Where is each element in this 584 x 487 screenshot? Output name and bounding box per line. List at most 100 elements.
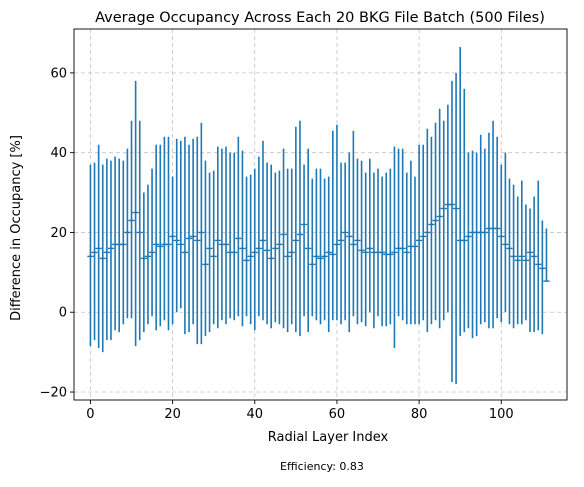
errorbar-point (354, 158, 361, 325)
errorbar-point (173, 138, 180, 313)
errorbar-point (432, 122, 439, 321)
efficiency-footnote: Efficiency: 0.83 (280, 460, 364, 473)
errorbar-point (148, 168, 156, 317)
tick-layer: 0 20 40 60 80 100 −20 0 20 40 60 (40, 66, 514, 422)
errorbar-point (214, 146, 221, 329)
errorbar-point (374, 168, 382, 317)
x-tick-label: 20 (164, 407, 181, 422)
errorbar-point (485, 132, 493, 329)
y-tick-label: 20 (50, 226, 67, 241)
errorbar-point (99, 164, 106, 353)
errorbar-point (202, 160, 209, 337)
errorbar-point (116, 158, 123, 333)
errorbar-point (317, 168, 324, 325)
errorbar-point (333, 124, 341, 321)
errorbar-point (379, 176, 386, 327)
errorbar-point (263, 162, 271, 325)
errorbar-point (165, 136, 172, 331)
errorbar-point (407, 160, 414, 325)
errorbar-point (243, 176, 250, 317)
errorbar-point (452, 72, 460, 385)
errorbar-point (473, 152, 480, 337)
errorbar-point (132, 80, 139, 347)
errorbar-point (292, 126, 299, 333)
errorbar-point (440, 120, 447, 321)
errorbar-point (218, 148, 225, 321)
errorbar-point (387, 168, 394, 325)
errorbar-point (272, 172, 279, 323)
errorbar-point (268, 164, 275, 329)
errorbar-point (247, 174, 254, 325)
errorbar-point (411, 176, 419, 325)
errorbar-point (259, 140, 267, 321)
errorbar-point (526, 208, 534, 333)
errorbar-point (111, 156, 119, 331)
errorbar-point (124, 148, 131, 319)
y-tick-label: 0 (59, 306, 67, 321)
errorbar-point (337, 162, 345, 325)
errorbar-point (177, 140, 184, 309)
errorbar-point (428, 136, 435, 325)
errorbar-point (539, 220, 546, 335)
errorbar-point (107, 160, 115, 341)
errorbar-point (489, 120, 497, 329)
errorbar-point (91, 162, 98, 341)
errorbar-point (383, 172, 390, 327)
errorbar-point (313, 168, 320, 321)
errorbar-point (416, 144, 423, 325)
errorbar-point (502, 152, 509, 313)
errorbar-point (346, 152, 353, 333)
errorbar-point (153, 144, 160, 331)
errorbar-point (120, 160, 127, 325)
errorbar-point (140, 192, 147, 333)
errorbar-point (370, 172, 378, 329)
errorbar-point (95, 144, 102, 349)
errorbar-point (362, 172, 369, 327)
errorbar-point (198, 122, 205, 345)
errorbar-point (280, 148, 287, 329)
errorbar-point (288, 168, 295, 325)
errorbar-point (144, 184, 152, 325)
errorbar-point (128, 120, 135, 319)
errorbar-point (498, 164, 505, 323)
errorbar-point (181, 136, 189, 335)
errorbar-point (305, 148, 312, 333)
errorbar-point (469, 150, 476, 339)
x-tick-label: 60 (329, 407, 346, 422)
y-tick-label: 40 (50, 146, 67, 161)
errorbar-point (161, 136, 168, 321)
errorbar-point (424, 128, 431, 333)
errorbar-point (514, 196, 521, 325)
errorbar-point (296, 120, 304, 337)
errorbar-point (231, 152, 238, 321)
errorbar-point (510, 184, 517, 329)
errorbar-point (194, 136, 201, 345)
x-tick-label: 40 (246, 407, 263, 422)
errorbar-point (255, 156, 262, 317)
errorbar-point (358, 160, 365, 323)
errorbar-point (251, 168, 258, 331)
y-axis-label: Difference in Occupancy [%] (9, 135, 24, 321)
errorbar-point (403, 172, 410, 325)
errorbar-point (210, 170, 217, 325)
errorbar-point (206, 172, 213, 333)
errorbar-point (300, 164, 308, 317)
y-tick-label: −20 (40, 386, 67, 401)
errorbar-point (481, 148, 488, 323)
errorbar-point (531, 196, 538, 333)
errorbar-point (309, 178, 316, 317)
errorbar-point (103, 158, 110, 341)
errorbar-point (235, 136, 242, 317)
errorbar-point (436, 108, 443, 329)
errorbar-point (284, 168, 291, 333)
errorbar-point (227, 152, 234, 319)
errorbar-point (87, 164, 94, 347)
x-axis-label: Radial Layer Index (268, 430, 389, 445)
errorbar-point (420, 144, 427, 321)
errorbar-point (465, 152, 472, 329)
x-tick-label: 80 (411, 407, 428, 422)
errorbar-point (190, 138, 197, 325)
errorbar-point (477, 134, 484, 325)
